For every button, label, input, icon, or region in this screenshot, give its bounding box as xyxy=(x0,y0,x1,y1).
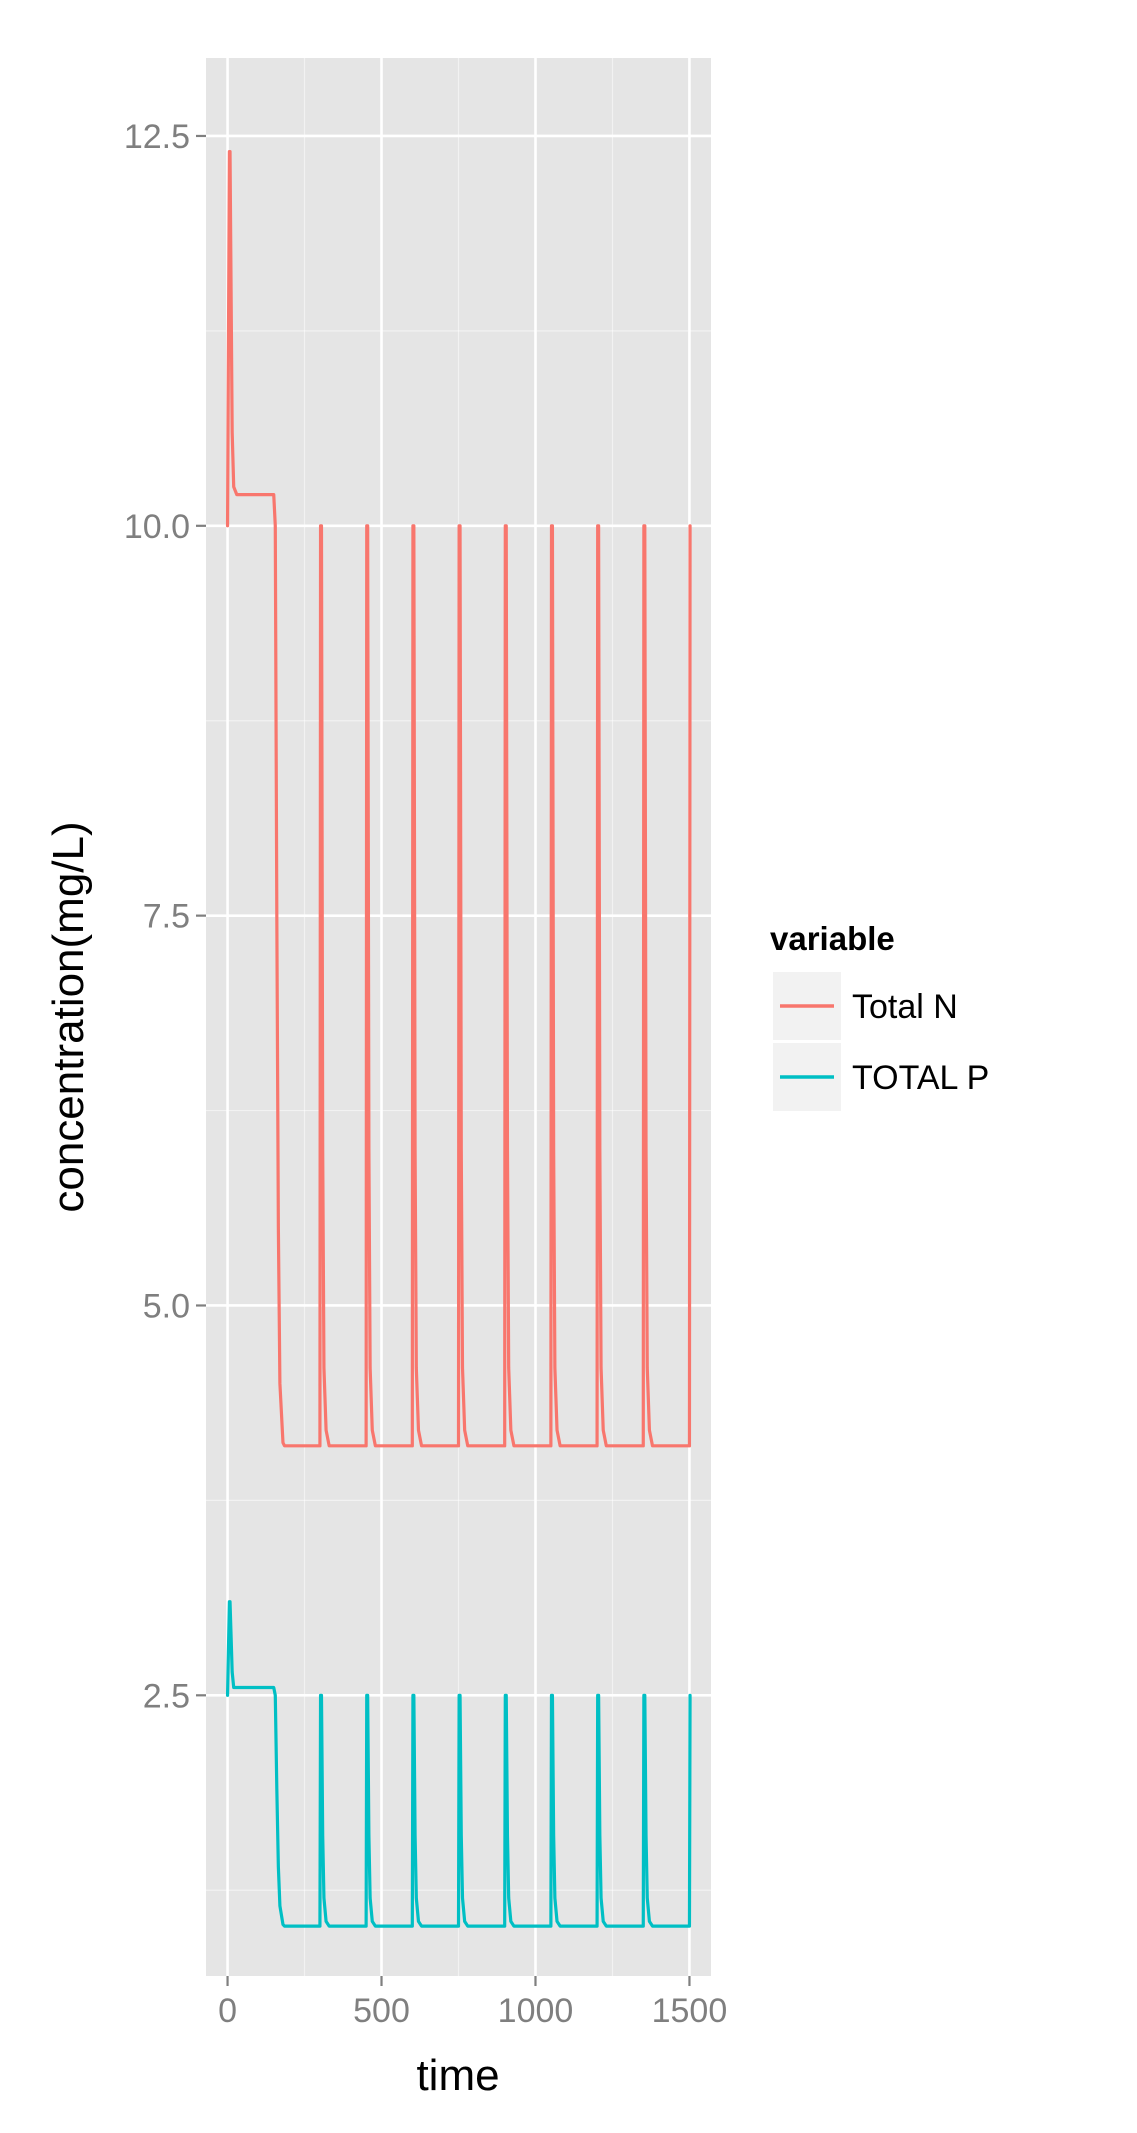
x-tick-label: 500 xyxy=(353,1992,410,2030)
y-tick-label: 12.5 xyxy=(124,118,190,156)
y-tick-label: 5.0 xyxy=(143,1287,190,1325)
y-axis-title: concentration(mg/L) xyxy=(44,821,93,1212)
legend-item-total-n: Total N xyxy=(773,972,958,1040)
y-tick-label: 2.5 xyxy=(143,1677,190,1715)
legend: variable Total N TOTAL P xyxy=(770,920,989,1111)
x-axis: 0 500 1000 1500 xyxy=(218,1976,727,2030)
y-axis: 2.5 5.0 7.5 10.0 12.5 xyxy=(124,118,206,1715)
series-line-total-p xyxy=(225,1600,692,1928)
series-line-total-n xyxy=(225,149,692,1448)
x-tick-label: 1000 xyxy=(498,1992,574,2030)
series-layer xyxy=(225,149,692,1928)
x-tick-label: 1500 xyxy=(652,1992,728,2030)
x-axis-title: time xyxy=(416,2051,499,2100)
legend-label-total-p: TOTAL P xyxy=(852,1059,989,1097)
legend-label-total-n: Total N xyxy=(852,988,958,1026)
legend-item-total-p: TOTAL P xyxy=(773,1043,989,1111)
y-tick-label: 7.5 xyxy=(143,898,190,936)
x-tick-label: 0 xyxy=(218,1992,237,2030)
y-tick-label: 10.0 xyxy=(124,508,190,546)
legend-title: variable xyxy=(770,920,895,957)
